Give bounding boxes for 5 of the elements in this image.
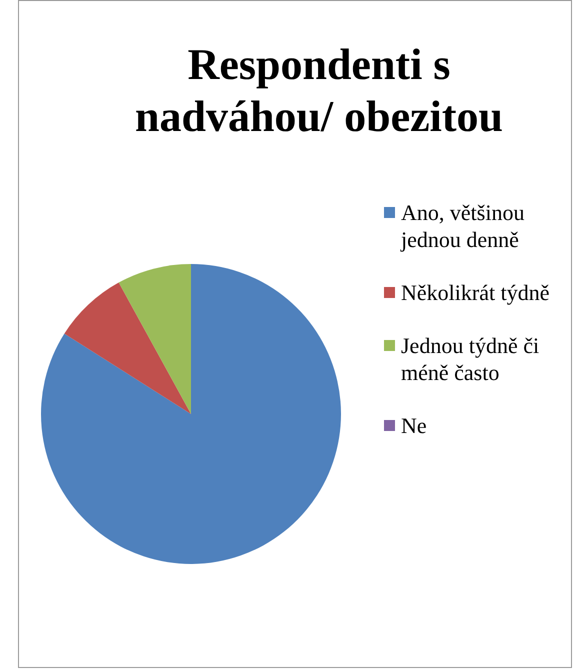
legend-label: Ano, většinou jednou denně — [401, 199, 526, 253]
legend-label: Jednou týdně či méně často — [401, 332, 540, 386]
legend-label: Ne — [401, 412, 427, 439]
legend-label: Několikrát týdně — [401, 279, 550, 306]
chart-title: Respondenti s nadváhou/ obezitou — [134, 39, 504, 143]
